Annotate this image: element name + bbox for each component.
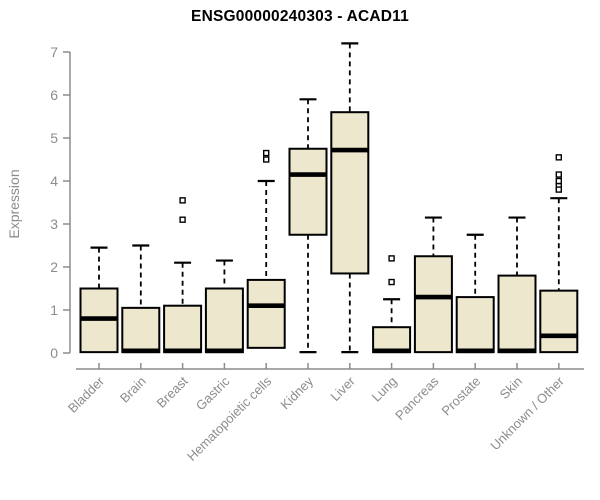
y-tick-label: 4 bbox=[50, 173, 58, 189]
y-tick-label: 0 bbox=[50, 345, 58, 361]
outlier-point bbox=[179, 216, 186, 223]
y-tick-label: 2 bbox=[50, 259, 58, 275]
outlier-point bbox=[388, 278, 395, 286]
x-tick-label: Lung bbox=[369, 374, 400, 405]
box-group-skin bbox=[497, 216, 537, 354]
iqr-box bbox=[246, 278, 286, 349]
box-group-breast bbox=[163, 197, 203, 354]
box-group-brain bbox=[121, 244, 161, 354]
outlier-point bbox=[555, 171, 562, 178]
outlier-point bbox=[263, 149, 270, 157]
y-tick-label: 6 bbox=[50, 87, 58, 103]
outlier-point bbox=[555, 177, 562, 185]
box-group-hematopoietic-cells bbox=[246, 149, 286, 349]
x-tick-label: Breast bbox=[154, 373, 191, 410]
outlier-point bbox=[555, 186, 562, 193]
iqr-box bbox=[539, 289, 579, 354]
y-axis: 0 1 2 3 4 5 6 7 bbox=[50, 44, 71, 361]
x-tick-label: Pancreas bbox=[392, 373, 442, 423]
chart-title: ENSG00000240303 - ACAD11 bbox=[191, 8, 409, 25]
outlier-point bbox=[179, 197, 186, 204]
iqr-box bbox=[330, 111, 370, 275]
outlier-point bbox=[388, 255, 395, 262]
box-group-pancreas bbox=[413, 216, 453, 354]
box-group-prostate bbox=[455, 233, 495, 354]
iqr-box bbox=[497, 274, 537, 354]
x-tick-label: Liver bbox=[327, 373, 358, 404]
x-tick-label: Skin bbox=[497, 374, 525, 402]
box-group-kidney bbox=[288, 98, 328, 354]
x-tick-label: Kidney bbox=[277, 373, 316, 412]
box-group-gastric bbox=[204, 259, 244, 354]
box-group-unknown-other bbox=[539, 154, 579, 354]
outlier-point bbox=[263, 156, 270, 163]
iqr-box bbox=[163, 304, 203, 354]
y-tick-label: 5 bbox=[50, 130, 58, 146]
iqr-box bbox=[121, 306, 161, 354]
box-group-bladder bbox=[79, 246, 119, 354]
y-tick-label: 1 bbox=[50, 302, 58, 318]
iqr-box bbox=[455, 296, 495, 354]
outlier-point bbox=[555, 154, 562, 161]
y-tick-label: 3 bbox=[50, 216, 58, 232]
box-group-liver bbox=[330, 42, 370, 354]
iqr-box bbox=[372, 326, 412, 354]
x-tick-label: Gastric bbox=[193, 373, 233, 413]
iqr-box bbox=[288, 147, 328, 236]
y-tick-label: 7 bbox=[50, 44, 58, 60]
box-group-lung bbox=[372, 255, 412, 354]
x-tick-label: Prostate bbox=[438, 374, 483, 419]
x-tick-label: Bladder bbox=[65, 373, 108, 416]
iqr-box bbox=[413, 255, 453, 354]
x-tick-label: Brain bbox=[117, 374, 149, 406]
x-tick-label: Unknown / Other bbox=[487, 373, 567, 453]
iqr-box bbox=[204, 287, 244, 354]
